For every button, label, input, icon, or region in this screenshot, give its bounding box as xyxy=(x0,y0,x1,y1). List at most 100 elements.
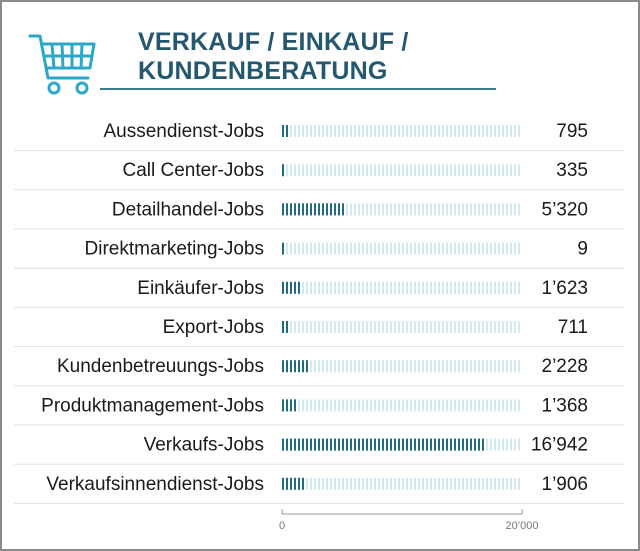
bar-track-stripe xyxy=(442,125,444,137)
bar-track-stripe xyxy=(470,125,472,137)
bar-track-stripe xyxy=(422,360,424,373)
bar-track-stripe xyxy=(326,281,328,294)
bar-track-stripe xyxy=(370,321,372,333)
bar-track-stripe xyxy=(318,399,320,412)
bar-track-stripe xyxy=(514,438,516,451)
bar-track-stripe xyxy=(374,360,376,373)
bar-track-stripe xyxy=(334,360,336,373)
bar-value-stripe xyxy=(390,438,392,451)
bar-track-stripe xyxy=(390,477,392,490)
bar-value-stripe xyxy=(322,438,324,451)
bar-track-stripe xyxy=(426,321,428,333)
bar-track-stripe xyxy=(462,242,464,255)
bar-track-stripe xyxy=(386,242,388,255)
bar-track-stripe xyxy=(286,164,288,177)
bar-track-stripe xyxy=(398,125,400,137)
x-tick-label: 0 xyxy=(279,520,285,532)
bar-track-stripe xyxy=(302,242,304,255)
bar-track-stripe xyxy=(442,321,444,333)
bar-track-stripe xyxy=(406,164,408,177)
bar-track-stripe xyxy=(482,477,484,490)
value-label: 795 xyxy=(556,121,588,142)
bar-track-stripe xyxy=(358,203,360,216)
bar-track-stripe xyxy=(394,321,396,333)
bar-track-stripe xyxy=(330,164,332,177)
bar-value-stripe xyxy=(366,438,368,451)
bar-track-stripe xyxy=(478,399,480,412)
bar-track-stripe xyxy=(450,281,452,294)
bar-track-stripe xyxy=(462,360,464,373)
bar-track-stripe xyxy=(430,321,432,333)
bar-track-stripe xyxy=(370,281,372,294)
bar-track-stripe xyxy=(302,125,304,137)
bar-track-stripe xyxy=(382,242,384,255)
bar-track-stripe xyxy=(414,203,416,216)
bar-track-stripe xyxy=(434,203,436,216)
bar-track-stripe xyxy=(510,164,512,177)
bar-track-stripe xyxy=(358,242,360,255)
bar-track-stripe xyxy=(470,203,472,216)
bar-value-stripe xyxy=(286,360,288,373)
bar-track-stripe xyxy=(310,321,312,333)
bar-track-stripe xyxy=(322,360,324,373)
value-label: 711 xyxy=(558,317,588,338)
bar-track-stripe xyxy=(306,399,308,412)
bar-track-stripe xyxy=(366,281,368,294)
bar-track-stripe xyxy=(374,477,376,490)
bar-track-stripe xyxy=(514,477,516,490)
bar-track-stripe xyxy=(370,203,372,216)
bar-track-stripe xyxy=(402,321,404,333)
bar-track-stripe xyxy=(458,281,460,294)
bar-track-stripe xyxy=(502,203,504,216)
bar-value-stripe xyxy=(302,438,304,451)
bar-track-stripe xyxy=(438,125,440,137)
bar-track-stripe xyxy=(478,360,480,373)
bar-track-stripe xyxy=(446,321,448,333)
bar-track-stripe xyxy=(442,281,444,294)
bar-value-stripe xyxy=(294,399,296,412)
bar-track-stripe xyxy=(514,164,516,177)
bar-track-stripe xyxy=(478,321,480,333)
bar-track-stripe xyxy=(358,164,360,177)
bar-track-stripe xyxy=(318,281,320,294)
bar-value-stripe xyxy=(462,438,464,451)
bar-track-stripe xyxy=(462,321,464,333)
bar-value-stripe xyxy=(298,281,300,294)
bar-value-stripe xyxy=(338,203,340,216)
bar-track-stripe xyxy=(370,399,372,412)
bar-track-stripe xyxy=(374,242,376,255)
bar-track-stripe xyxy=(486,242,488,255)
bar-value-stripe xyxy=(310,203,312,216)
bar-value-stripe xyxy=(294,438,296,451)
bar-value-stripe xyxy=(346,438,348,451)
bar-track-stripe xyxy=(354,360,356,373)
bar-track-stripe xyxy=(378,321,380,333)
bar-track-stripe xyxy=(498,360,500,373)
bar-track-stripe xyxy=(494,164,496,177)
bar-track-stripe xyxy=(474,125,476,137)
bar-track-stripe xyxy=(322,125,324,137)
bar-value-stripe xyxy=(294,281,296,294)
bar-track-stripe xyxy=(294,242,296,255)
bar-track-stripe xyxy=(338,399,340,412)
bar-track-stripe xyxy=(354,321,356,333)
bar-track-stripe xyxy=(390,164,392,177)
bar-track-stripe xyxy=(518,438,520,451)
bar-track-stripe xyxy=(382,203,384,216)
bar-track-stripe xyxy=(454,360,456,373)
bar-track-stripe xyxy=(470,164,472,177)
bar-track-stripe xyxy=(510,438,512,451)
bar-track-stripe xyxy=(470,360,472,373)
bar-track-stripe xyxy=(502,477,504,490)
bar-track-stripe xyxy=(406,477,408,490)
bar-track-stripe xyxy=(434,360,436,373)
bar-value-stripe xyxy=(410,438,412,451)
bar-track-stripe xyxy=(378,203,380,216)
bar-track-stripe xyxy=(498,399,500,412)
bar-value-stripe xyxy=(282,125,284,137)
bar-track-stripe xyxy=(386,164,388,177)
bar-track-stripe xyxy=(358,360,360,373)
bar-track-stripe xyxy=(414,281,416,294)
bar-value-stripe xyxy=(422,438,424,451)
value-label: 5’320 xyxy=(542,199,589,220)
